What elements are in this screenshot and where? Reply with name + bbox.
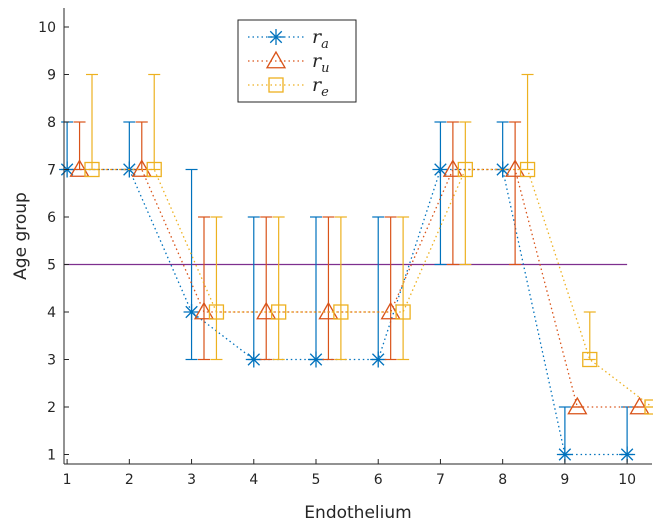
legend-marker <box>268 77 284 93</box>
series-line-a <box>67 168 628 456</box>
data-point-e <box>208 304 225 320</box>
error-bar-u <box>135 121 148 171</box>
error-bar-a <box>434 121 447 266</box>
legend-item-e: re <box>248 74 329 100</box>
data-point-e <box>644 399 653 415</box>
axes <box>63 8 652 465</box>
x-tick-label: 6 <box>374 472 383 488</box>
error-bar-e <box>334 216 347 361</box>
error-bar-e <box>583 311 596 361</box>
y-tick-label: 10 <box>38 20 56 36</box>
legend-label: ra <box>312 26 329 52</box>
series-line-e <box>92 168 653 408</box>
error-bar-u <box>446 121 459 266</box>
error-bar-u <box>260 216 273 361</box>
y-tick-label: 8 <box>47 115 56 131</box>
data-point-u <box>504 159 526 177</box>
data-point-u <box>318 301 339 320</box>
error-bar-e <box>397 216 410 361</box>
data-point-e <box>146 161 162 178</box>
legend-label: re <box>312 74 329 100</box>
legend-item-u: ru <box>248 50 329 76</box>
error-bar-e <box>459 121 472 266</box>
data-point-u <box>380 301 401 320</box>
error-bar-e <box>148 73 161 171</box>
y-tick-label: 4 <box>47 305 56 321</box>
error-bar-a <box>247 216 260 361</box>
x-tick-label: 10 <box>618 472 636 488</box>
data-point-u <box>69 159 90 177</box>
data-point-e <box>333 304 349 320</box>
error-bar-a <box>310 216 322 361</box>
data-point-e <box>84 161 100 178</box>
data-point-u <box>629 396 650 415</box>
x-tick-label: 5 <box>312 472 321 488</box>
error-bar-e <box>210 216 223 361</box>
y-tick-label: 3 <box>47 353 56 369</box>
data-point-e <box>271 304 287 320</box>
x-axis-label: Endothelium <box>304 503 411 523</box>
error-bar-a <box>372 216 385 361</box>
y-tick-label: 1 <box>47 448 56 464</box>
error-bar-u <box>198 216 210 361</box>
x-tick-label: 4 <box>249 472 258 488</box>
data-point-e <box>582 351 598 368</box>
data-point-u <box>567 396 588 415</box>
error-bar-u <box>322 216 335 361</box>
legend-item-a: ra <box>248 26 329 52</box>
error-bar-u <box>73 121 86 171</box>
data-point-e <box>457 161 473 178</box>
legend-label: ru <box>312 50 329 76</box>
x-axis-ticks: 1 2 3 4 5 6 7 8 9 10 <box>63 459 636 488</box>
series-e <box>84 73 653 415</box>
legend-marker <box>268 29 284 45</box>
x-tick-label: 7 <box>436 472 445 488</box>
plot-area <box>59 73 653 463</box>
y-tick-label: 9 <box>47 68 56 84</box>
legend-box <box>237 19 357 103</box>
y-tick-label: 2 <box>47 400 56 416</box>
data-point-e <box>395 304 411 320</box>
x-tick-label: 9 <box>560 472 569 488</box>
x-tick-label: 8 <box>498 472 507 488</box>
legend-marker <box>265 50 287 69</box>
data-point-a <box>370 351 387 368</box>
error-bar-u <box>384 216 397 361</box>
series-a <box>59 121 636 463</box>
error-bar-e <box>521 73 534 171</box>
data-point-a <box>308 351 324 368</box>
error-bar-u <box>509 121 522 266</box>
data-point-e <box>519 161 536 178</box>
error-bar-a <box>185 168 198 361</box>
data-point-u <box>256 301 277 320</box>
y-axis-ticks: 1 2 3 4 5 6 7 8 9 10 <box>38 20 69 464</box>
error-bar-e <box>272 216 285 361</box>
error-bar-e <box>86 73 98 171</box>
y-tick-label: 7 <box>47 163 56 179</box>
y-tick-label: 5 <box>47 258 56 274</box>
y-axis-label: Age group <box>11 192 31 280</box>
data-point-u <box>442 159 464 177</box>
data-point-a <box>245 351 262 368</box>
y-tick-label: 6 <box>47 210 56 226</box>
data-point-a <box>432 161 449 178</box>
data-point-u <box>131 159 152 177</box>
x-tick-label: 2 <box>125 472 134 488</box>
data-point-a <box>183 304 200 320</box>
series-u <box>69 121 650 415</box>
x-tick-label: 1 <box>63 472 72 488</box>
data-point-u <box>193 301 215 320</box>
series-line-u <box>79 168 640 408</box>
x-tick-label: 3 <box>187 472 196 488</box>
